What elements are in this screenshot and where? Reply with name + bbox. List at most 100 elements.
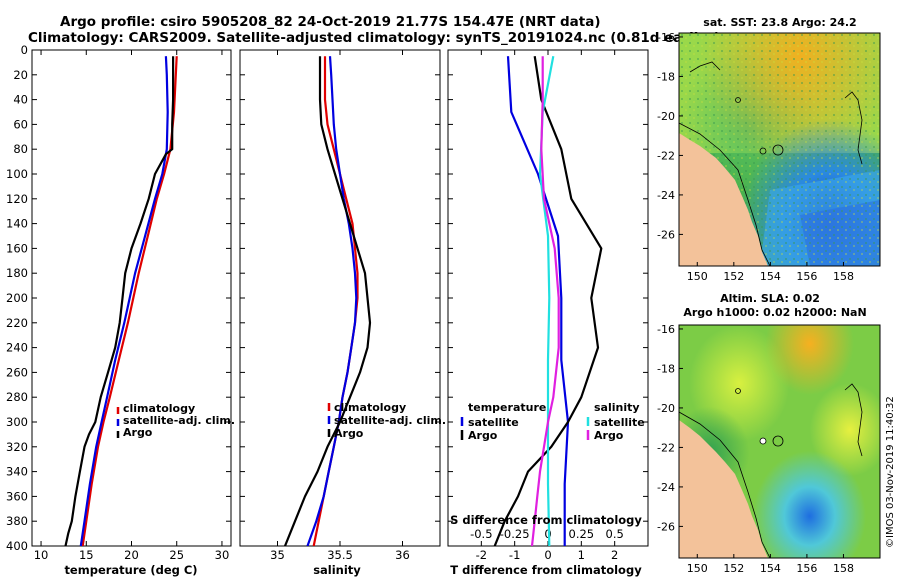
- x-tick-label: 2: [611, 548, 618, 562]
- series-line-satellite-adj-clim-: [79, 56, 169, 546]
- salinity-diff-tick-label: 0.25: [569, 527, 595, 541]
- salinity-diff-tick-label: -0.25: [500, 527, 530, 541]
- sla-map-image: [679, 325, 880, 558]
- depth-tick-label: 180: [6, 266, 28, 280]
- salinity-legend: climatology satellite-adj. clim. Argo: [327, 401, 446, 440]
- series-line-argo: [283, 56, 372, 546]
- depth-axis: 0 20 40 60 80 100 120 140 160 180 200 220 240 260 280 3…: [6, 43, 28, 553]
- series-line-satellite-adj-clim-: [306, 56, 358, 546]
- legend-satellite-label: satellite-adj. clim.: [123, 414, 235, 427]
- series-line-temperature-satellite: [506, 56, 570, 546]
- salinity-plot-frame: [239, 49, 441, 547]
- temperature-xlabel: temperature (deg C): [64, 563, 197, 577]
- map-lat-label: -22: [657, 149, 675, 162]
- map-lat-label: -24: [657, 189, 675, 202]
- depth-tick-label: 120: [6, 192, 28, 206]
- map-lat-label: -20: [657, 110, 675, 123]
- depth-tick-label: 0: [21, 43, 28, 57]
- timestamp-stamp: ©IMOS 03-Nov-2019 11:40:32: [885, 396, 896, 548]
- series-line-salinity-argo: [530, 56, 560, 546]
- temperature-ticks: 10 15 20 25 30: [32, 49, 231, 562]
- difference-panel: -2 -1 0 1 2-0.5 -0.25 0 0.25 0.5 temperature sat…: [447, 49, 649, 577]
- map-lon-label: 156: [796, 562, 817, 575]
- map-lon-label: 154: [760, 270, 781, 283]
- legend-climatology-label: climatology: [123, 402, 195, 415]
- depth-tick-label: 220: [6, 316, 28, 330]
- salinity-lines: [283, 56, 372, 546]
- map-lat-label: -26: [657, 228, 675, 241]
- map-lat-label: -16: [657, 323, 675, 336]
- depth-tick-label: 40: [13, 93, 28, 107]
- map-lat-label: -20: [657, 402, 675, 415]
- difference-lines: [493, 55, 603, 546]
- map-lat-label: -18: [657, 70, 675, 83]
- x-tick-label: -1: [509, 548, 520, 562]
- legend-satellite-label: satellite-adj. clim.: [334, 414, 446, 427]
- sst-map: sat. SST: 23.8 Argo: 24.2 -16 -18 -20 -22 -2…: [657, 16, 881, 283]
- legend-climatology-label: climatology: [334, 401, 406, 414]
- depth-tick-label: 320: [6, 440, 28, 454]
- depth-tick-label: 260: [6, 365, 28, 379]
- map-lon-label: 150: [687, 562, 708, 575]
- depth-tick-label: 360: [6, 489, 28, 503]
- map-lon-label: 152: [723, 270, 744, 283]
- salinity-diff-tick-label: -0.5: [470, 527, 492, 541]
- map-lat-label: -26: [657, 520, 675, 533]
- depth-tick-label: 400: [6, 539, 28, 553]
- x-tick-label: 20: [124, 548, 139, 562]
- legend-argo-label: Argo: [334, 427, 364, 440]
- legend-sal-argo-label: Argo: [594, 429, 624, 442]
- series-line-argo: [64, 56, 175, 546]
- sst-map-ticks: -16 -18 -20 -22 -24 -26 150 152 154 156 158: [657, 31, 854, 283]
- sst-map-title: sat. SST: 23.8 Argo: 24.2: [703, 16, 856, 29]
- map-lon-label: 156: [796, 270, 817, 283]
- temperature-panel: 10 15 20 25 30 climatology satellite-adj. cl…: [31, 49, 235, 577]
- title-line-2: Climatology: CARS2009. Satellite-adjuste…: [28, 30, 720, 46]
- legend-sal-satellite-label: satellite: [594, 416, 645, 429]
- salinity-xlabel: salinity: [313, 563, 361, 577]
- difference-legend-right: salinity satellite Argo: [586, 401, 645, 442]
- map-lat-label: -18: [657, 362, 675, 375]
- temperature-legend: climatology satellite-adj. clim. Argo: [116, 402, 235, 439]
- x-tick-label: 25: [169, 548, 184, 562]
- sla-map-title-2: Argo h1000: 0.02 h2000: NaN: [683, 306, 866, 319]
- depth-tick-label: 380: [6, 514, 28, 528]
- depth-tick-label: 80: [13, 142, 28, 156]
- x-tick-label: 15: [79, 548, 94, 562]
- map-lon-label: 158: [833, 562, 854, 575]
- depth-tick-label: 20: [13, 68, 28, 82]
- depth-tick-label: 160: [6, 241, 28, 255]
- map-lat-label: -16: [657, 31, 675, 44]
- depth-tick-label: 60: [13, 117, 28, 131]
- map-lon-label: 152: [723, 562, 744, 575]
- series-line-temperature-argo: [493, 56, 603, 546]
- sla-map-title-1: Altim. SLA: 0.02: [720, 292, 820, 305]
- sst-map-image: [679, 33, 880, 266]
- x-tick-label: -2: [476, 548, 487, 562]
- x-tick-label: 1: [578, 548, 585, 562]
- salinity-ticks: 35 35.5 36: [240, 49, 440, 562]
- depth-tick-label: 240: [6, 341, 28, 355]
- temperature-plot-frame: [31, 49, 232, 547]
- sst-map-frame: [678, 32, 881, 267]
- map-lon-label: 150: [687, 270, 708, 283]
- temperature-lines: [64, 56, 178, 546]
- temperature-diff-xlabel: T difference from climatology: [450, 563, 642, 577]
- legend-temp-argo-label: Argo: [468, 429, 498, 442]
- depth-tick-label: 300: [6, 415, 28, 429]
- map-lat-label: -22: [657, 441, 675, 454]
- map-lon-label: 154: [760, 562, 781, 575]
- depth-tick-label: 280: [6, 390, 28, 404]
- sla-map-ticks: -16 -18 -20 -22 -24 -26 150 152 154 156 158: [657, 323, 854, 575]
- depth-tick-label: 140: [6, 217, 28, 231]
- legend-temp-satellite-label: satellite: [468, 416, 519, 429]
- x-tick-label: 35: [270, 548, 285, 562]
- salinity-diff-xlabel: S difference from climatology: [450, 513, 642, 527]
- map-lon-label: 158: [833, 270, 854, 283]
- legend-argo-label: Argo: [123, 426, 153, 439]
- legend-salinity-title: salinity: [594, 401, 640, 414]
- depth-tick-label: 100: [6, 167, 28, 181]
- difference-legend-left: temperature satellite Argo: [460, 401, 546, 442]
- map-lat-label: -24: [657, 481, 675, 494]
- title-line-1: Argo profile: csiro 5905208_82 24-Oct-20…: [60, 14, 601, 30]
